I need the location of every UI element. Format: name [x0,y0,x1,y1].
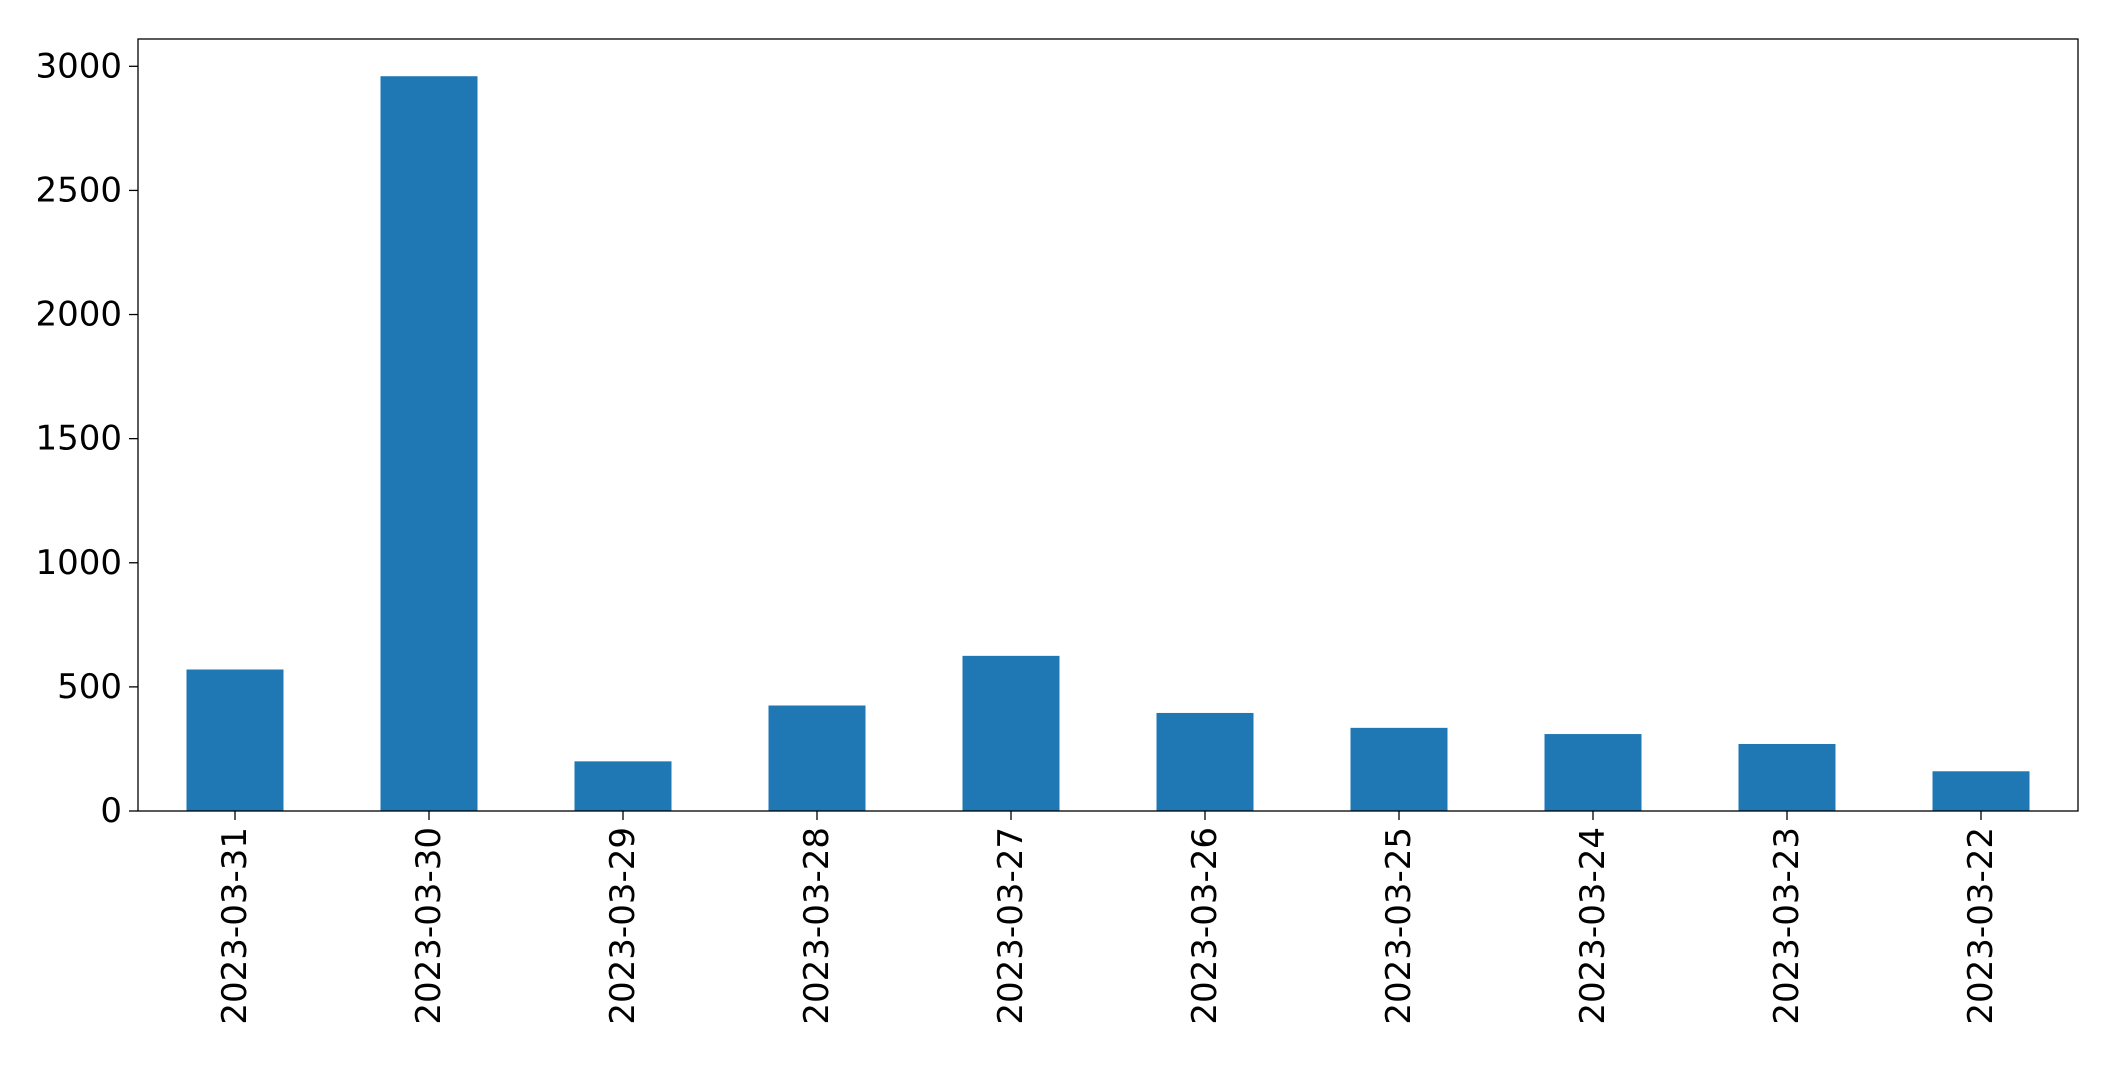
x-tick-label: 2023-03-25 [1379,827,1419,1025]
bar-2023-03-22 [1932,771,2030,811]
x-tick-label: 2023-03-29 [603,827,643,1025]
bar-2023-03-29 [574,761,672,811]
y-tick-label: 3000 [35,46,122,86]
x-tick-label: 2023-03-24 [1573,827,1613,1025]
bar-2023-03-24 [1544,734,1642,811]
bar-2023-03-26 [1156,712,1254,811]
y-tick-label: 1500 [35,419,122,459]
x-tick-label: 2023-03-30 [409,827,449,1025]
bar-2023-03-28 [768,705,866,811]
bar-2023-03-30 [380,76,478,811]
bar-2023-03-23 [1738,743,1836,811]
bars-layer [186,76,2030,811]
y-tick-label: 0 [100,791,122,831]
x-axis: 2023-03-31 2023-03-30 2023-03-29 2023-03-28… [215,811,2001,1025]
y-tick-label: 1000 [35,543,122,583]
x-tick-label: 2023-03-28 [797,827,837,1025]
y-tick-label: 500 [57,667,122,707]
bar-2023-03-25 [1350,727,1448,811]
x-tick-label: 2023-03-27 [991,827,1031,1025]
x-tick-label: 2023-03-22 [1961,827,2001,1025]
x-tick-label: 2023-03-23 [1767,827,1807,1025]
bar-2023-03-31 [186,669,284,811]
x-tick-label: 2023-03-26 [1185,827,1225,1025]
bar-2023-03-27 [962,655,1060,811]
y-tick-label: 2000 [35,295,122,335]
y-tick-label: 2500 [35,170,122,210]
plot-area-frame [137,38,2079,812]
x-tick-label: 2023-03-31 [215,827,255,1025]
y-axis: 0 500 1000 1500 2000 2500 3000 [35,46,138,831]
